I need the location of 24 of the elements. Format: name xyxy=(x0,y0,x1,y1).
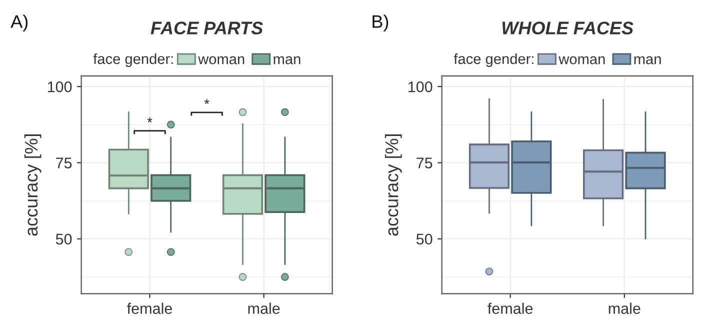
x-tick-label: male xyxy=(608,302,640,314)
legend-label: man xyxy=(274,56,300,64)
y-tick-label: 75 xyxy=(416,158,432,168)
legend-label: woman xyxy=(198,56,244,64)
text: B) xyxy=(372,14,388,32)
legend-label: woman xyxy=(558,56,605,64)
legend-title: face gender: xyxy=(454,53,534,67)
legend-label: man xyxy=(634,56,661,64)
y-tick-label: 100 xyxy=(408,81,432,92)
y-axis-title: accuracy [%] xyxy=(24,134,42,236)
annotation: * xyxy=(204,99,210,104)
legend-title: face gender: xyxy=(93,53,173,67)
chart-title: FACE PARTS xyxy=(150,22,263,34)
y-tick-label: 50 xyxy=(416,234,432,245)
x-tick-label: female xyxy=(127,302,172,314)
chart-title: WHOLE FACES xyxy=(502,22,634,34)
x-tick-label: female xyxy=(488,302,533,314)
y-tick-label: 100 xyxy=(48,81,72,92)
text: A) xyxy=(10,14,28,32)
y-tick-label: 50 xyxy=(56,234,72,245)
annotation: * xyxy=(147,117,152,122)
y-axis-title: accuracy [%] xyxy=(384,134,402,236)
x-tick-label: male xyxy=(248,302,280,314)
y-tick-label: 75 xyxy=(56,158,72,168)
